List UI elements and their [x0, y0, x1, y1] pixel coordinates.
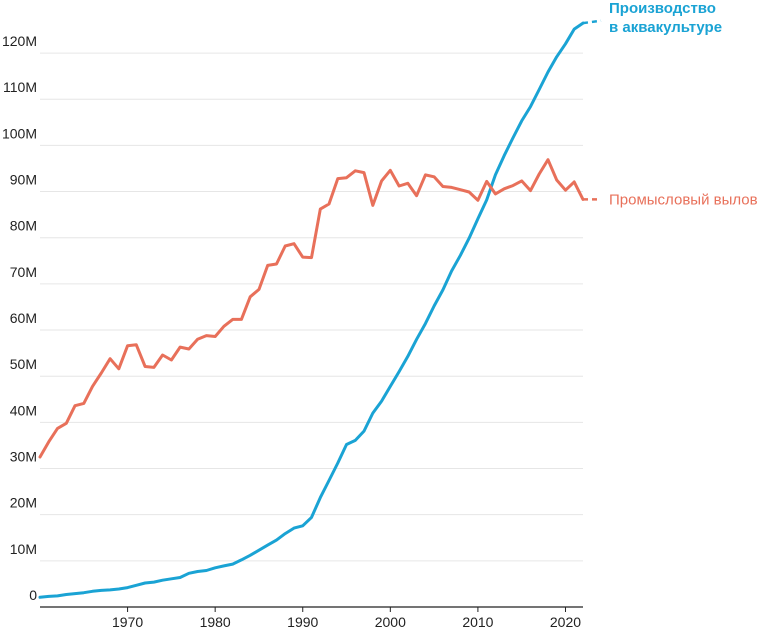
series-label: Промысловый вылов — [609, 191, 758, 208]
x-tick-label: 2020 — [550, 614, 581, 630]
y-tick-label: 110M — [3, 79, 37, 95]
y-axis-ticks: 0 10M 20M 30M 40M 50M 60M 70M 80M 90M 100M 110M 120M — [2, 33, 37, 603]
y-tick-label: 0 — [29, 587, 37, 603]
x-tick-label: 1980 — [200, 614, 231, 630]
series-line-capture — [38, 158, 585, 459]
y-tick-label: 120M — [2, 33, 37, 49]
y-tick-label: 50M — [10, 356, 37, 372]
y-tick-label: 70M — [10, 264, 37, 280]
series-label: в аквакультуре — [609, 19, 722, 36]
series-label: Производство — [609, 0, 716, 17]
x-tick-label: 2010 — [462, 614, 493, 630]
y-tick-label: 40M — [10, 402, 37, 418]
series-leader-dash — [582, 19, 602, 25]
x-axis: 1970 1980 1990 2000 2010 2020 — [40, 606, 583, 630]
y-tick-label: 80M — [10, 218, 37, 234]
y-tick-label: 90M — [10, 172, 37, 188]
series-lines — [38, 19, 602, 599]
series-labels: Производство в аквакультуре Промысловый вы… — [609, 0, 758, 208]
y-tick-label: 10M — [10, 541, 37, 557]
grid-lines — [40, 52, 583, 562]
y-tick-label: 100M — [2, 125, 37, 141]
x-tick-label: 1990 — [287, 614, 318, 630]
x-tick-label: 2000 — [375, 614, 406, 630]
y-tick-label: 30M — [10, 449, 37, 465]
series-line-aquaculture — [38, 21, 585, 599]
y-tick-label: 20M — [10, 495, 37, 511]
y-tick-label: 60M — [10, 310, 37, 326]
x-tick-label: 1970 — [112, 614, 143, 630]
